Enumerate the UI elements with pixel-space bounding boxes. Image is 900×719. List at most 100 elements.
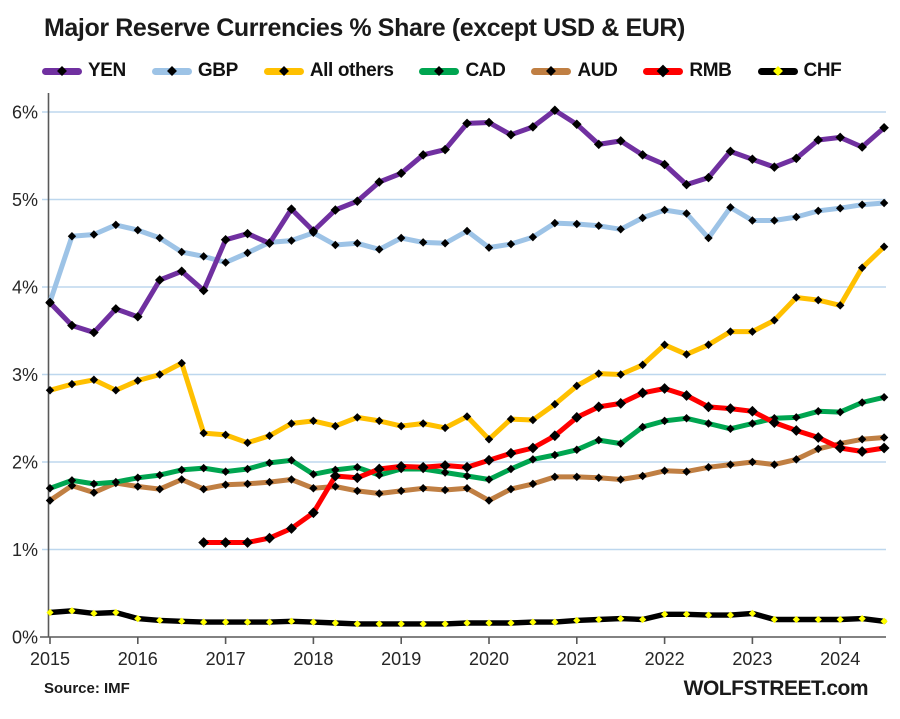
data-point-diamond-icon (528, 455, 538, 464)
data-point-diamond-icon (419, 620, 427, 628)
data-point-diamond-icon (857, 200, 867, 209)
data-point-diamond-icon (814, 444, 823, 454)
data-point-diamond-icon (353, 239, 362, 248)
data-point-diamond-icon (747, 405, 758, 417)
data-point-diamond-icon (89, 230, 99, 239)
data-point-diamond-icon (353, 463, 362, 472)
data-point-diamond-icon (395, 460, 407, 472)
y-tick-label: 1% (12, 540, 38, 560)
series-aud (45, 433, 889, 505)
data-point-diamond-icon (265, 477, 274, 487)
data-point-diamond-icon (639, 615, 647, 624)
data-point-diamond-icon (813, 135, 824, 145)
legend-line-swatch (531, 66, 572, 76)
data-point-diamond-icon (550, 218, 560, 228)
data-point-diamond-icon (528, 415, 538, 425)
data-point-diamond-icon (879, 242, 889, 251)
data-point-diamond-icon (484, 496, 494, 505)
data-point-diamond-icon (331, 619, 339, 627)
data-point-diamond-icon (550, 400, 560, 409)
data-point-diamond-icon (199, 484, 208, 494)
data-point-diamond-icon (726, 424, 735, 433)
x-tick-label: 2015 (30, 649, 70, 669)
data-point-diamond-icon (155, 484, 164, 494)
data-point-diamond-icon (748, 327, 757, 336)
data-point-diamond-icon (507, 619, 515, 627)
data-point-diamond-icon (748, 609, 756, 617)
data-point-diamond-icon (661, 610, 669, 618)
data-point-diamond-icon (177, 247, 186, 257)
data-point-diamond-icon (286, 523, 297, 534)
data-point-diamond-icon (550, 472, 560, 482)
data-point-diamond-icon (418, 150, 428, 160)
data-point-diamond-icon (45, 297, 55, 308)
data-point-diamond-icon (67, 476, 77, 485)
data-point-diamond-icon (287, 475, 296, 484)
data-point-diamond-icon (616, 475, 625, 484)
data-point-diamond-icon (836, 301, 845, 310)
data-point-diamond-icon (200, 618, 208, 626)
data-point-diamond-icon (133, 473, 142, 482)
data-point-diamond-icon (660, 466, 669, 475)
data-point-diamond-icon (812, 432, 824, 443)
data-point-diamond-icon (462, 118, 472, 129)
data-point-diamond-icon (748, 419, 757, 428)
data-point-diamond-icon (485, 619, 493, 627)
data-point-diamond-icon (836, 204, 845, 213)
data-point-diamond-icon (287, 617, 296, 625)
y-tick-label: 5% (12, 190, 38, 210)
data-point-diamond-icon (814, 407, 823, 416)
data-point-diamond-icon (768, 417, 780, 429)
data-point-diamond-icon (770, 615, 778, 624)
legend-label: All others (309, 60, 394, 81)
data-point-diamond-icon (462, 226, 472, 236)
data-point-diamond-icon (704, 611, 713, 619)
data-point-diamond-icon (155, 370, 164, 379)
data-point-diamond-icon (375, 245, 384, 254)
data-point-diamond-icon (792, 293, 801, 302)
data-point-diamond-icon (681, 390, 692, 401)
data-point-diamond-icon (594, 473, 603, 482)
data-point-diamond-icon (199, 463, 208, 473)
legend-line-swatch (757, 66, 798, 76)
data-point-diamond-icon (660, 416, 669, 426)
data-point-diamond-icon (506, 239, 516, 249)
data-point-diamond-icon (199, 428, 208, 438)
data-point-diamond-icon (243, 438, 252, 447)
data-point-diamond-icon (439, 460, 451, 471)
data-point-diamond-icon (418, 419, 428, 428)
axes (40, 93, 886, 638)
data-point-diamond-icon (242, 228, 253, 239)
data-point-diamond-icon (243, 479, 252, 489)
data-point-diamond-icon (133, 311, 143, 322)
data-point-diamond-icon (463, 619, 471, 627)
data-point-diamond-icon (703, 172, 714, 183)
series-rmb (198, 383, 890, 548)
data-point-diamond-icon (704, 340, 713, 349)
data-point-diamond-icon (571, 411, 583, 423)
data-point-diamond-icon (373, 463, 385, 475)
data-point-diamond-icon (726, 611, 735, 619)
series-yen (45, 105, 889, 338)
legend-label: CHF (803, 60, 842, 81)
y-tick-label: 4% (12, 278, 38, 298)
y-tick-label: 3% (12, 365, 38, 385)
data-point-diamond-icon (879, 393, 889, 402)
data-point-diamond-icon (67, 232, 77, 241)
data-point-diamond-icon (329, 470, 341, 482)
data-point-diamond-icon (637, 150, 648, 160)
data-point-diamond-icon (112, 608, 120, 617)
legend-item-cad: CAD (419, 60, 506, 82)
data-point-diamond-icon (506, 129, 516, 140)
data-point-diamond-icon (484, 435, 494, 444)
data-point-diamond-icon (726, 460, 735, 469)
y-axis-labels: 0% 1% 2% 3% 4% 5% 6% (12, 103, 38, 648)
data-point-diamond-icon (89, 479, 99, 489)
legend-label: AUD (577, 60, 618, 81)
data-point-diamond-icon (221, 258, 230, 267)
data-point-diamond-icon (287, 236, 296, 245)
data-point-diamond-icon (222, 618, 230, 626)
data-point-diamond-icon (878, 442, 890, 454)
data-point-diamond-icon (857, 263, 867, 272)
branding-wolfstreet: WOLFSTREET.com (683, 677, 869, 700)
